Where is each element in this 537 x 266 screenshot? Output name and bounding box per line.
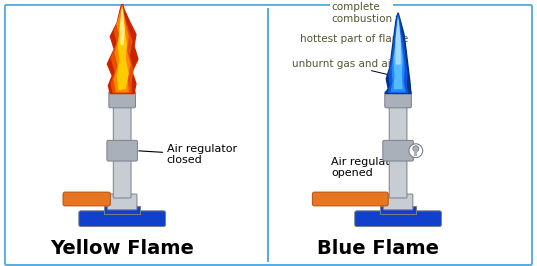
FancyBboxPatch shape	[63, 192, 110, 206]
Bar	[380, 206, 416, 214]
FancyBboxPatch shape	[109, 91, 135, 108]
Polygon shape	[385, 13, 411, 94]
Polygon shape	[117, 17, 128, 90]
FancyBboxPatch shape	[385, 91, 411, 108]
FancyBboxPatch shape	[383, 194, 413, 210]
Polygon shape	[391, 17, 405, 92]
FancyBboxPatch shape	[113, 102, 131, 198]
FancyBboxPatch shape	[107, 140, 137, 161]
FancyBboxPatch shape	[5, 5, 532, 265]
Polygon shape	[107, 3, 138, 94]
FancyBboxPatch shape	[107, 194, 137, 210]
Text: Blue Flame: Blue Flame	[317, 239, 439, 258]
FancyBboxPatch shape	[313, 192, 388, 206]
Text: Air regulator
closed: Air regulator closed	[139, 144, 237, 165]
FancyBboxPatch shape	[79, 211, 165, 227]
Text: Yellow Flame: Yellow Flame	[50, 239, 194, 258]
Circle shape	[413, 146, 419, 152]
Text: hottest part of flame: hottest part of flame	[300, 34, 408, 46]
FancyBboxPatch shape	[355, 211, 441, 227]
Circle shape	[409, 144, 423, 157]
FancyBboxPatch shape	[383, 140, 413, 161]
Polygon shape	[388, 15, 408, 93]
Bar	[104, 206, 140, 214]
FancyBboxPatch shape	[389, 102, 407, 198]
Polygon shape	[394, 19, 402, 89]
Bar	[415, 150, 417, 156]
Text: unburnt gas and air: unburnt gas and air	[292, 59, 395, 75]
Polygon shape	[396, 21, 400, 64]
Polygon shape	[120, 9, 124, 44]
Polygon shape	[111, 5, 133, 93]
Text: complete
combustion: complete combustion	[331, 2, 398, 23]
Polygon shape	[114, 7, 130, 92]
Text: Air regulator
opened: Air regulator opened	[331, 152, 413, 178]
